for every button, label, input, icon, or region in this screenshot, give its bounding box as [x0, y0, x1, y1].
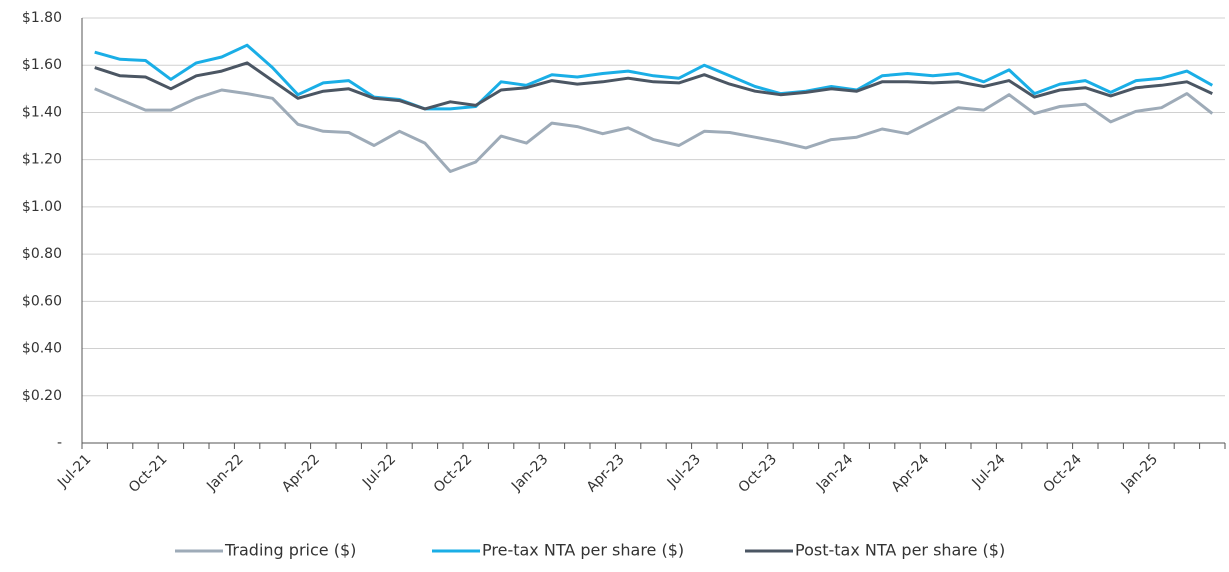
x-tick-label: Apr-22 [279, 451, 323, 495]
x-tick-label: Oct-22 [431, 451, 476, 496]
legend-label: Post-tax NTA per share ($) [795, 541, 1005, 560]
y-tick-label: $1.40 [22, 104, 62, 120]
x-tick-label: Apr-23 [584, 451, 628, 495]
y-tick-label: $1.20 [22, 152, 62, 168]
x-tick-label: Jan-24 [813, 451, 857, 495]
x-tick-label: Jan-25 [1118, 451, 1161, 494]
x-tick-label: Jul-22 [359, 451, 399, 491]
series-line [94, 61, 1213, 111]
y-tick-label: $1.60 [22, 57, 62, 73]
legend-label: Trading price ($) [224, 541, 356, 560]
y-tick-label: $0.60 [22, 293, 62, 309]
x-tick-label: Jan-22 [203, 451, 246, 494]
x-tick-label: Oct-21 [126, 451, 171, 496]
x-tick-label: Jul-21 [54, 451, 94, 491]
y-tick-label: $0.20 [22, 388, 62, 404]
x-tick-label: Oct-23 [736, 451, 781, 496]
x-tick-label: Jul-23 [664, 451, 704, 491]
y-tick-label: - [57, 435, 62, 451]
x-tick-label: Apr-24 [889, 451, 933, 495]
x-tick-label: Jan-23 [508, 451, 551, 494]
x-tick-label: Oct-24 [1040, 451, 1085, 496]
y-tick-label: $1.00 [22, 199, 62, 215]
legend-label: Pre-tax NTA per share ($) [482, 541, 684, 560]
x-tick-label: Jul-24 [969, 451, 1009, 491]
y-tick-label: $0.80 [22, 246, 62, 262]
y-tick-label: $0.40 [22, 341, 62, 357]
series-line [94, 43, 1214, 111]
series-line [94, 87, 1214, 173]
y-tick-label: $1.80 [22, 10, 62, 26]
